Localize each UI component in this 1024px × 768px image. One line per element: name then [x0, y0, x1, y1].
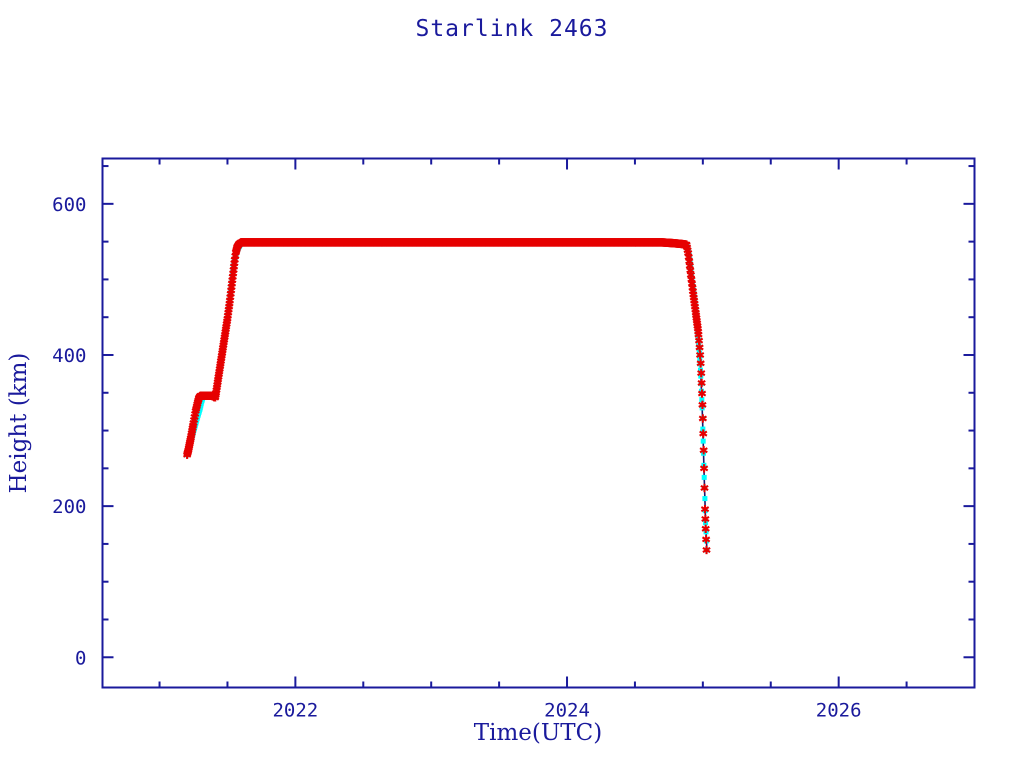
- y-tick-label: 600: [52, 194, 86, 216]
- page-title: Starlink 2463: [415, 16, 609, 42]
- x-tick-labels: 2022 2024 2026: [272, 700, 861, 722]
- y-tick-labels: 0 200 400 600: [52, 194, 86, 669]
- cyan-sample-point: [700, 426, 706, 432]
- data-point-marker: [695, 343, 704, 352]
- data-point-marker: [699, 446, 708, 455]
- data-point-marker: [700, 483, 709, 493]
- data-point-marker: [701, 535, 711, 544]
- cyan-sample-point: [699, 397, 705, 403]
- y-tick-label: 0: [75, 647, 86, 669]
- y-tick-label: 400: [52, 345, 86, 367]
- data-point-marker: [698, 400, 707, 410]
- data-point-marker: [697, 389, 707, 398]
- data-point-marker: [697, 368, 706, 378]
- data-point-marker: [699, 429, 708, 438]
- data-line-layer: [184, 239, 710, 553]
- y-tick-label: 200: [52, 496, 86, 518]
- axis-ticks: [102, 158, 976, 688]
- x-tick-label: 2022: [272, 700, 318, 722]
- height-trace-connector: [185, 241, 708, 550]
- cyan-sample-point: [701, 474, 707, 480]
- x-axis-label: Time(UTC): [474, 720, 602, 746]
- data-point-marker: [700, 504, 710, 514]
- data-point-marker: [699, 464, 709, 473]
- cyan-sample-point: [702, 496, 708, 502]
- data-point-marker: [695, 350, 705, 360]
- data-point-marker: [697, 378, 706, 388]
- x-tick-label: 2024: [544, 700, 590, 722]
- data-point-marker: [701, 514, 710, 524]
- plot-frame: [101, 157, 976, 689]
- cyan-sample-point: [700, 438, 706, 444]
- data-point-marker: [698, 414, 708, 423]
- data-marker-layer: [182, 238, 711, 555]
- x-tick-label: 2026: [816, 700, 862, 722]
- data-point-marker: [696, 359, 705, 368]
- y-axis-label: Height (km): [6, 353, 32, 494]
- data-point-marker: [702, 545, 711, 555]
- data-point-marker: [701, 524, 710, 533]
